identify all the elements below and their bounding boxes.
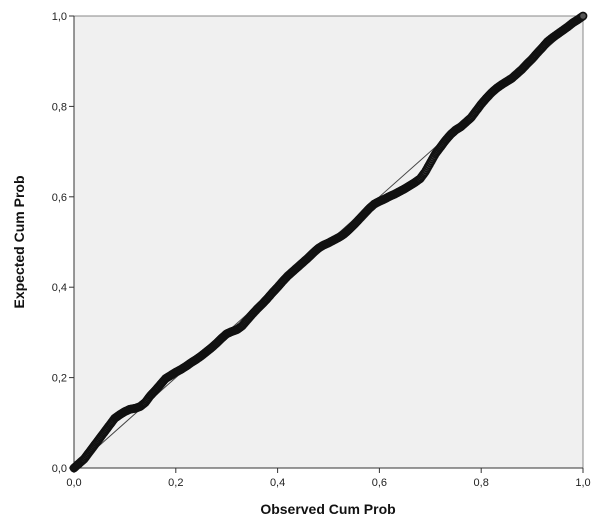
x-tick-label: 0,8 bbox=[474, 477, 489, 489]
y-axis-title: Expected Cum Prob bbox=[11, 175, 27, 308]
y-tick-label: 0,2 bbox=[52, 373, 67, 385]
y-tick-label: 0,6 bbox=[52, 192, 67, 204]
points-layer bbox=[69, 11, 588, 473]
x-tick-label: 0,2 bbox=[168, 477, 183, 489]
x-axis-title: Observed Cum Prob bbox=[260, 501, 395, 517]
y-tick-label: 0,0 bbox=[52, 463, 67, 475]
x-tick-label: 1,0 bbox=[575, 477, 590, 489]
data-point bbox=[578, 11, 588, 21]
y-tick-label: 0,8 bbox=[52, 101, 67, 113]
y-tick-label: 0,4 bbox=[52, 282, 67, 294]
y-tick-label: 1,0 bbox=[52, 11, 67, 23]
x-tick-label: 0,6 bbox=[372, 477, 387, 489]
x-tick-label: 0,4 bbox=[270, 477, 285, 489]
x-tick-label: 0,0 bbox=[66, 477, 81, 489]
